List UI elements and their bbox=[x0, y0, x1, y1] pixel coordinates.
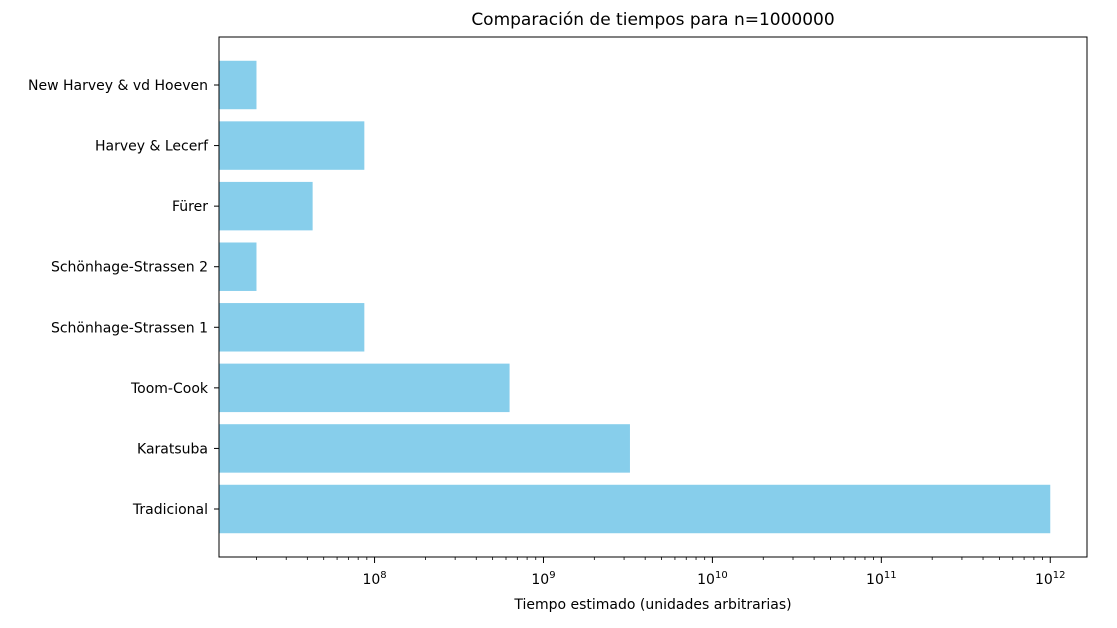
bar-2 bbox=[219, 363, 510, 413]
y-tick-label-1: Karatsuba bbox=[137, 441, 208, 457]
bar-4 bbox=[219, 242, 257, 291]
bars-layer bbox=[219, 60, 1051, 534]
bar-7 bbox=[219, 60, 257, 110]
x-tick-label-4: 1012 bbox=[1035, 570, 1066, 588]
x-axis: 108 109 1010 1011 1012 bbox=[256, 557, 1066, 588]
bar-1 bbox=[219, 424, 630, 473]
y-axis: Tradicional Karatsuba Toom-Cook Schönhage-S… bbox=[28, 78, 219, 518]
y-tick-label-7: New Harvey & vd Hoeven bbox=[28, 78, 208, 94]
y-tick-label-2: Toom-Cook bbox=[130, 381, 209, 397]
chart-title: Comparación de tiempos para n=1000000 bbox=[471, 10, 834, 30]
x-axis-label: Tiempo estimado (unidades arbitrarias) bbox=[513, 597, 791, 613]
y-tick-label-3: Schönhage-Strassen 1 bbox=[51, 320, 208, 336]
bar-3 bbox=[219, 303, 365, 352]
y-tick-label-6: Harvey & Lecerf bbox=[95, 139, 209, 155]
bar-6 bbox=[219, 121, 365, 170]
y-tick-label-4: Schönhage-Strassen 2 bbox=[51, 260, 208, 276]
bar-5 bbox=[219, 181, 313, 231]
x-tick-label-0: 108 bbox=[362, 570, 386, 588]
y-tick-label-5: Fürer bbox=[172, 199, 208, 215]
x-tick-label-1: 109 bbox=[531, 570, 555, 588]
y-tick-label-0: Tradicional bbox=[132, 502, 208, 518]
bar-0 bbox=[219, 484, 1051, 534]
x-tick-label-3: 1011 bbox=[866, 570, 897, 588]
x-tick-label-2: 1010 bbox=[697, 570, 728, 588]
plot-frame bbox=[218, 36, 1088, 558]
